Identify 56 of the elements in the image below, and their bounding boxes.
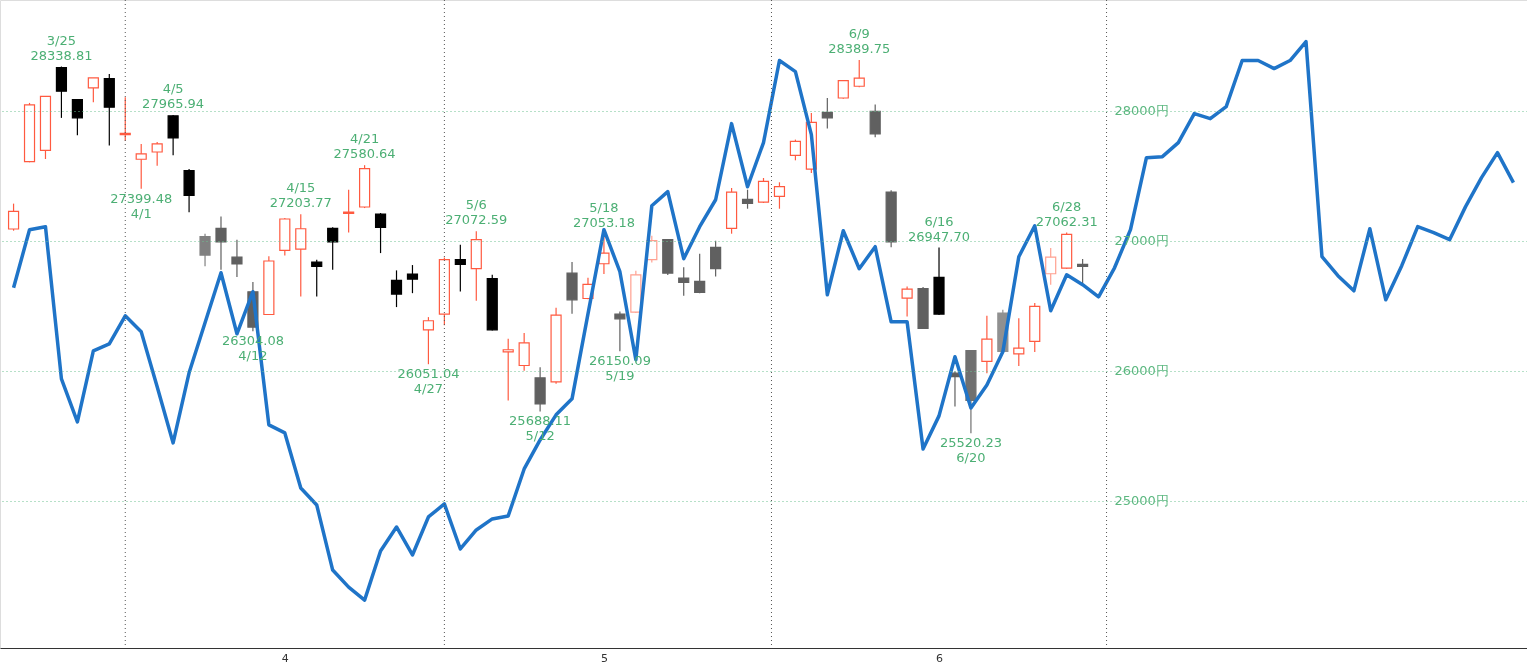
candlestick <box>71 98 83 136</box>
candlestick <box>757 177 770 204</box>
text: 6/28 27062.31 <box>1035 198 1098 229</box>
text: 6/9 28389.75 <box>828 25 891 56</box>
candlestick <box>390 269 403 308</box>
text: 5/6 27072.59 <box>445 197 508 228</box>
candlestick <box>311 259 323 298</box>
y-tick-label: 26000円 <box>1114 363 1169 379</box>
candlestick <box>1045 247 1057 286</box>
text: 25520.23 6/20 <box>939 435 1002 466</box>
text: 4/15 27203.77 <box>269 180 332 211</box>
text: 4/21 27580.64 <box>333 131 396 162</box>
candlestick <box>741 189 754 210</box>
text: 26051.04 4/27 <box>397 366 460 397</box>
text: 6/16 26947.70 <box>908 213 971 244</box>
y-tick-label: 25000円 <box>1114 493 1169 509</box>
x-tick-label: 5 <box>600 651 608 665</box>
candlestick <box>295 213 307 298</box>
candlestick <box>773 181 786 210</box>
candlestick <box>1077 258 1089 284</box>
candlestick <box>981 315 993 374</box>
candlestick <box>87 77 99 103</box>
candlestick <box>199 233 211 267</box>
candlestick <box>215 215 227 271</box>
candlestick <box>901 285 913 318</box>
candlestick <box>710 240 722 277</box>
candlestick <box>374 212 387 254</box>
text: 3/25 28338.81 <box>30 32 93 63</box>
candlestick <box>454 244 466 293</box>
candlestick <box>7 203 20 232</box>
candlestick <box>327 226 339 271</box>
candlestick <box>518 332 530 372</box>
candlestick <box>167 114 179 156</box>
candlestick <box>853 59 865 88</box>
text: 5/18 27053.18 <box>572 199 635 230</box>
candlestick <box>869 104 881 138</box>
candlestick <box>678 266 690 297</box>
candlestick <box>422 316 435 365</box>
text: 27399.48 4/1 <box>110 190 173 221</box>
candlestick <box>55 65 68 119</box>
candlestick <box>135 143 147 190</box>
candlestick <box>789 139 802 161</box>
text: 26150.09 5/19 <box>588 353 651 384</box>
candlestick <box>343 189 355 233</box>
text: 4/5 27965.94 <box>142 81 205 112</box>
candlestick <box>694 253 706 294</box>
candlestick <box>406 264 419 294</box>
candlestick <box>821 97 833 130</box>
x-tick-label: 4 <box>281 651 289 665</box>
candlestick <box>502 338 514 402</box>
candlestick <box>837 79 849 100</box>
x-tick-label: 6 <box>936 651 944 665</box>
candlestick <box>614 310 626 352</box>
candlestick <box>151 141 163 167</box>
y-tick-label: 28000円 <box>1114 103 1169 119</box>
candlestick <box>231 239 243 278</box>
